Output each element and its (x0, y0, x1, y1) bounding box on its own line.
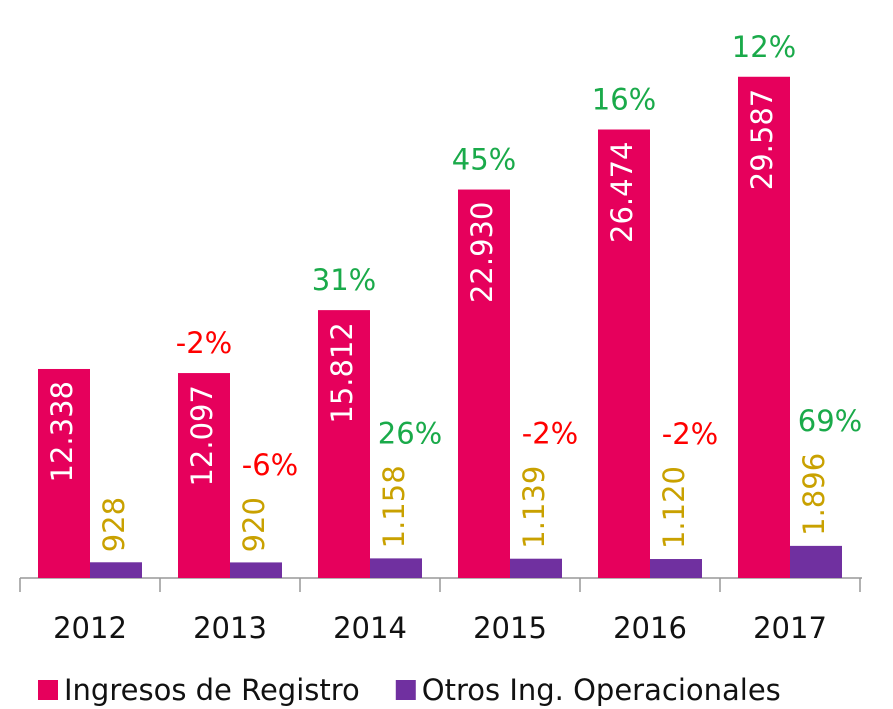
bar (370, 558, 422, 578)
legend-label: Ingresos de Registro (64, 673, 360, 707)
value-label: 12.338 (45, 381, 79, 482)
bar (318, 310, 370, 578)
value-label: 12.097 (185, 385, 219, 486)
value-label: 29.587 (745, 89, 779, 190)
bar (790, 545, 842, 578)
x-tick-label: 2013 (193, 611, 267, 645)
growth-label: 45% (452, 143, 516, 177)
value-label: 15.812 (325, 322, 359, 423)
bar (38, 368, 90, 578)
value-label: 22.930 (465, 202, 499, 303)
x-tick-label: 2012 (53, 611, 127, 645)
bar (90, 562, 142, 578)
growth-label: 26% (378, 416, 442, 450)
x-tick-label: 2016 (613, 611, 687, 645)
legend-swatch (395, 680, 416, 700)
growth-label: 69% (798, 404, 862, 438)
bar (650, 559, 702, 578)
growth-label: 16% (592, 82, 656, 116)
value-label: 920 (237, 497, 271, 552)
x-tick-label: 2017 (753, 611, 827, 645)
bar (178, 373, 230, 578)
value-label: 26.474 (605, 141, 639, 242)
bar (230, 562, 282, 578)
value-label: 1.139 (517, 466, 551, 549)
value-label: 1.120 (657, 466, 691, 549)
bar (510, 558, 562, 578)
x-tick-label: 2015 (473, 611, 547, 645)
bar (458, 189, 510, 578)
legend-swatch (38, 680, 58, 700)
growth-label: 31% (312, 263, 376, 297)
x-tick-label: 2014 (333, 611, 407, 645)
growth-label: -6% (242, 448, 298, 482)
value-label: 1.158 (377, 465, 411, 548)
growth-label: 12% (732, 30, 796, 64)
growth-label: -2% (662, 417, 718, 451)
legend-label: Otros Ing. Operacionales (422, 673, 781, 707)
value-label: 928 (97, 497, 131, 552)
bar (598, 129, 650, 578)
growth-label: -2% (176, 326, 232, 360)
bar (738, 76, 790, 578)
value-label: 1.896 (797, 453, 831, 536)
growth-label: -2% (522, 417, 578, 451)
